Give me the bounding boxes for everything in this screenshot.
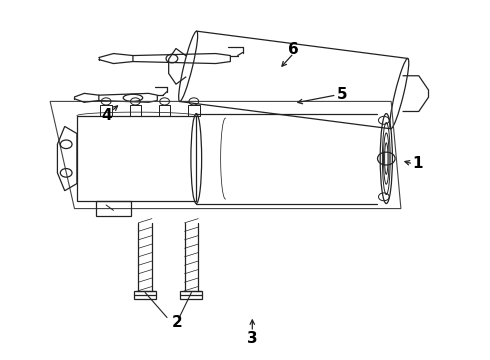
Text: 3: 3 <box>247 332 258 346</box>
Text: 6: 6 <box>288 42 299 57</box>
Text: 1: 1 <box>413 157 423 171</box>
Text: 5: 5 <box>337 87 348 102</box>
Text: 4: 4 <box>101 108 111 123</box>
Text: 2: 2 <box>172 315 182 330</box>
